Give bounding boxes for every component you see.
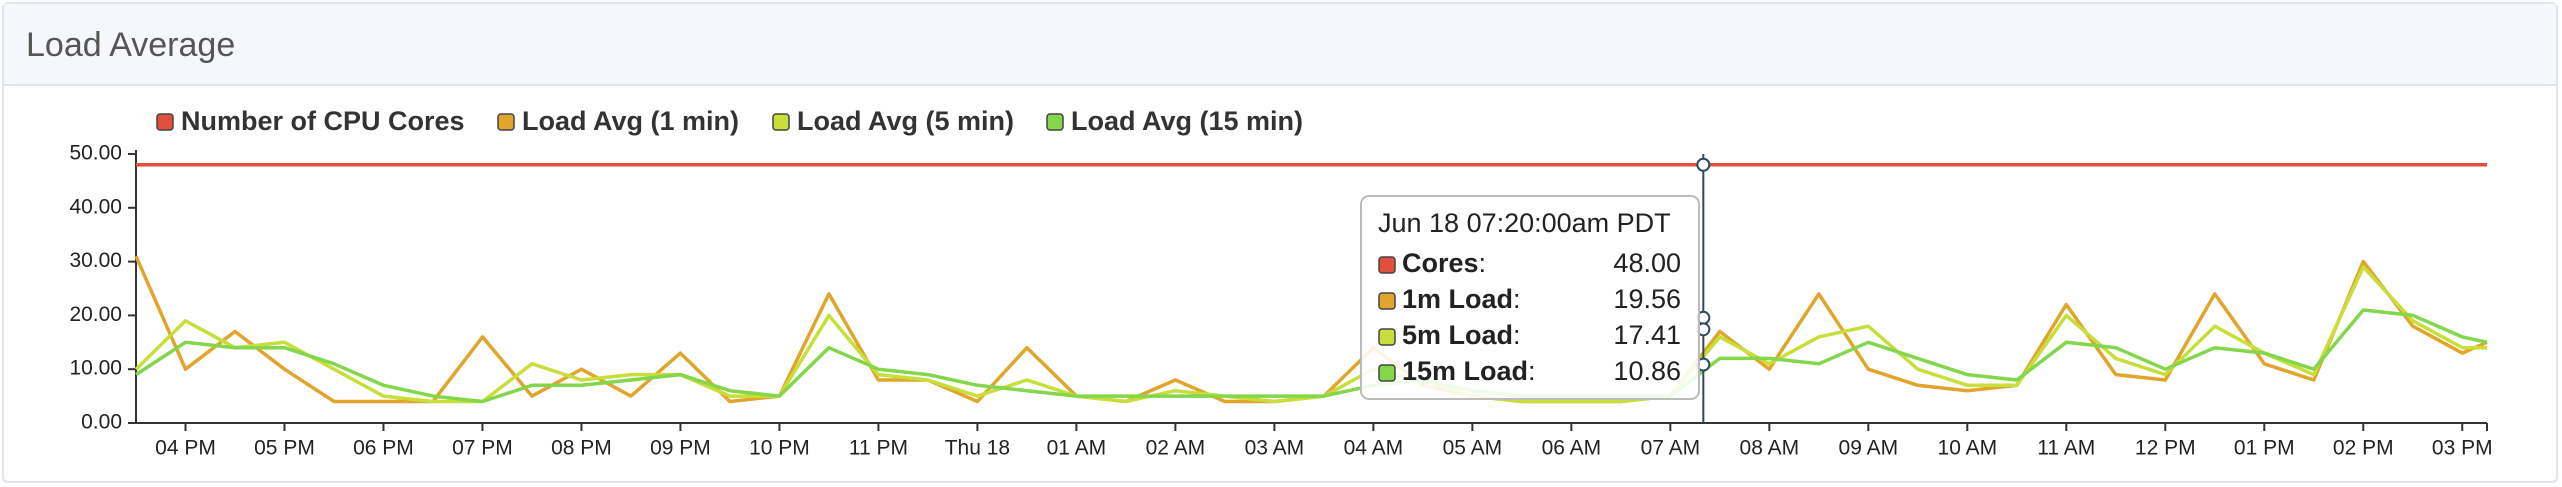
x-tick-label: 04 PM [155, 437, 216, 460]
x-tick-label: 08 AM [1740, 437, 1800, 460]
x-tick-label: 01 AM [1047, 437, 1107, 460]
crosshair-point [1696, 157, 1711, 172]
legend-label: Load Avg (1 min) [522, 106, 739, 136]
legend-label: Number of CPU Cores [181, 106, 465, 136]
x-tick-label: 09 PM [650, 437, 711, 460]
x-tick-label: 05 PM [254, 437, 315, 460]
tooltip-box [1360, 195, 1700, 400]
x-tick-label: 07 AM [1641, 437, 1701, 460]
x-tick-label: 11 AM [2037, 437, 2095, 460]
x-tick-label: 02 PM [2333, 437, 2394, 460]
series-line [134, 265, 2487, 404]
y-tick-label: 40.00 [69, 195, 122, 218]
x-tick-label: 02 AM [1146, 437, 1206, 460]
legend-label: Load Avg (15 min) [1071, 106, 1303, 136]
tooltip-label-sep: : [1513, 284, 1521, 314]
legend-label: Load Avg (5 min) [797, 106, 1014, 136]
x-tick-label: 05 AM [1443, 437, 1503, 460]
panel-title: Load Average [26, 26, 236, 64]
x-tick-label: 10 PM [749, 437, 810, 460]
x-tick-label: Thu 18 [945, 437, 1010, 460]
y-tick-label: 30.00 [69, 249, 122, 272]
x-tick-label: 12 PM [2135, 437, 2196, 460]
tooltip-swatch [1378, 256, 1396, 274]
y-tick-label: 50.00 [69, 142, 122, 165]
legend-swatch [1046, 113, 1064, 131]
tooltip-label: Cores: [1402, 248, 1486, 278]
tooltip: Jun 18 07:20:00am PDT Cores: 48.00 1m Load:… [1360, 195, 1700, 400]
tooltip-value: 10.86 [1613, 356, 1681, 386]
x-tick-label: 09 AM [1839, 437, 1899, 460]
tooltip-title: Jun 18 07:20:00am PDT [1378, 208, 1671, 238]
tooltip-label-sep: : [1528, 356, 1536, 386]
tooltip-value: 19.56 [1613, 284, 1681, 314]
y-tick-label: 20.00 [69, 303, 122, 326]
tooltip-label: 15m Load: [1402, 356, 1536, 386]
series-line [134, 255, 2488, 404]
tooltip-label-name: 5m Load [1402, 320, 1513, 350]
legend-swatch [497, 113, 515, 131]
y-tick-label: 10.00 [69, 357, 122, 380]
x-tick-label: 06 AM [1542, 437, 1602, 460]
tooltip-label-sep: : [1479, 248, 1487, 278]
x-tick-label: 11 PM [849, 437, 908, 460]
y-tick-label: 0.00 [81, 411, 122, 434]
tooltip-label-name: 15m Load [1402, 356, 1528, 386]
x-tick-label: 08 PM [551, 437, 612, 460]
tooltip-label: 5m Load: [1402, 320, 1521, 350]
x-tick-label: 10 AM [1938, 437, 1998, 460]
x-tick-label: 07 PM [452, 437, 513, 460]
tooltip-swatch [1378, 292, 1396, 310]
x-tick-label: 03 AM [1245, 437, 1305, 460]
tooltip-value: 17.41 [1613, 320, 1681, 350]
tooltip-value: 48.00 [1613, 248, 1681, 278]
tooltip-label: 1m Load: [1402, 284, 1521, 314]
legend-swatch [156, 113, 174, 131]
x-tick-label: 01 PM [2234, 437, 2295, 460]
tooltip-label-name: 1m Load [1402, 284, 1513, 314]
tooltip-label-sep: : [1513, 320, 1521, 350]
x-tick-label: 06 PM [353, 437, 414, 460]
tooltip-label-name: Cores [1402, 248, 1479, 278]
panel-header: Load Average [4, 4, 2556, 86]
x-tick-label: 03 PM [2432, 437, 2493, 460]
series-line [135, 308, 2488, 404]
tooltip-swatch [1378, 364, 1396, 382]
x-tick-label: 04 AM [1344, 437, 1404, 460]
legend-swatch [772, 113, 790, 131]
tooltip-swatch [1378, 328, 1396, 346]
